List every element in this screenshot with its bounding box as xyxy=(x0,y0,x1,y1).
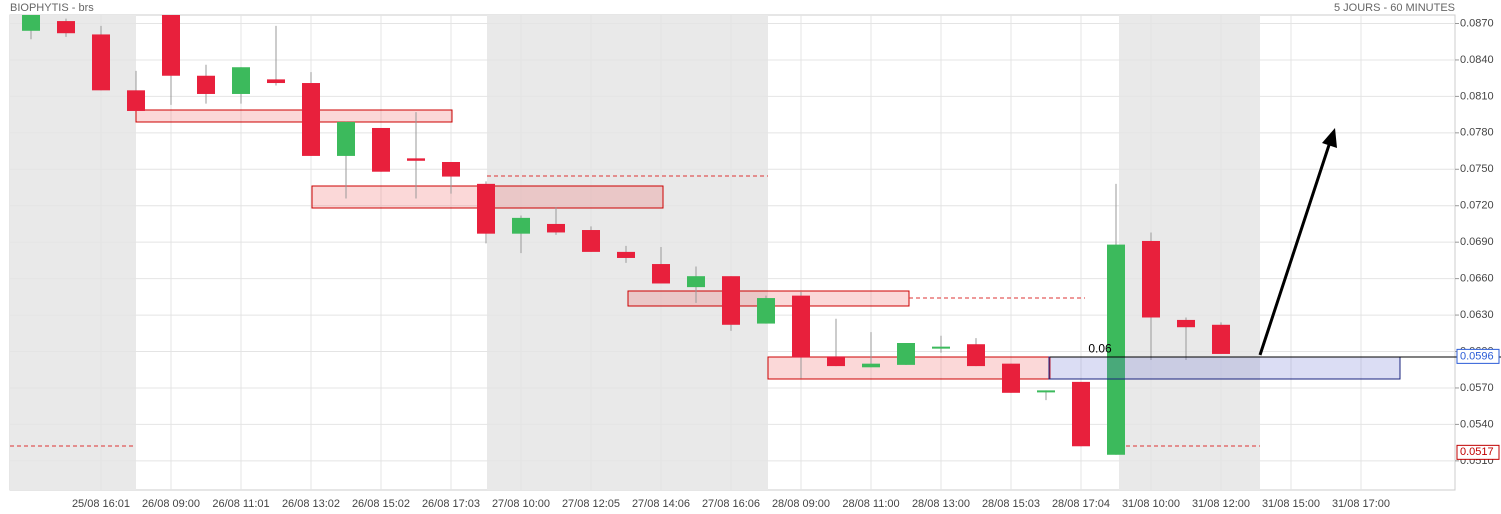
y-tick-label: 0.0660 xyxy=(1460,273,1494,285)
arrow-head xyxy=(1322,128,1337,148)
x-tick-label: 27/08 12:05 xyxy=(562,498,620,510)
x-tick-label: 28/08 13:00 xyxy=(912,498,970,510)
x-tick-label: 28/08 17:04 xyxy=(1052,498,1110,510)
x-tick-label: 31/08 10:00 xyxy=(1122,498,1180,510)
y-tick-label: 0.0540 xyxy=(1460,418,1494,430)
candle-body xyxy=(22,15,40,31)
candle-body xyxy=(1037,390,1055,393)
y-tick-label: 0.0840 xyxy=(1460,54,1494,66)
candle-body xyxy=(827,356,845,367)
candle-body xyxy=(1212,324,1230,354)
zone xyxy=(135,109,453,123)
price-label-box xyxy=(1456,348,1500,364)
candle-body xyxy=(722,276,740,325)
candle-body xyxy=(792,295,810,358)
candle-body xyxy=(757,298,775,324)
x-tick-label: 26/08 15:02 xyxy=(352,498,410,510)
grid xyxy=(10,15,1455,490)
candle-body xyxy=(407,158,425,161)
y-tick-label: 0.0870 xyxy=(1460,17,1494,29)
x-tick-label: 31/08 12:00 xyxy=(1192,498,1250,510)
price-label-box xyxy=(1456,444,1500,460)
x-tick-label: 28/08 09:00 xyxy=(772,498,830,510)
price-label: 0.0596 xyxy=(1460,350,1494,362)
candle-body xyxy=(967,344,985,367)
y-tick-label: 0.0810 xyxy=(1460,90,1494,102)
candle-body xyxy=(337,121,355,156)
candle-body xyxy=(687,276,705,288)
x-tick-label: 26/08 11:01 xyxy=(212,498,269,510)
candle-body xyxy=(932,346,950,349)
candle-body xyxy=(582,230,600,252)
candle-body xyxy=(302,83,320,156)
x-tick-label: 27/08 16:06 xyxy=(702,498,760,510)
x-tick-label: 27/08 10:00 xyxy=(492,498,550,510)
candle-body xyxy=(232,67,250,94)
candle-body xyxy=(1107,244,1125,455)
candle-body xyxy=(1072,381,1090,447)
candle-body xyxy=(477,183,495,234)
y-tick-label: 0.0690 xyxy=(1460,236,1494,248)
candle-body xyxy=(617,251,635,258)
price-label: 0.0517 xyxy=(1460,446,1494,458)
candle-body xyxy=(547,223,565,233)
candle-body xyxy=(1177,319,1195,328)
candle-body xyxy=(57,21,75,34)
arrow xyxy=(1258,141,1332,356)
candle-body xyxy=(1002,363,1020,393)
x-tick-label: 25/08 16:01 xyxy=(72,498,130,510)
candle-body xyxy=(92,34,110,91)
candle-body xyxy=(897,343,915,365)
candles xyxy=(22,15,1230,455)
shade xyxy=(10,15,136,490)
zone-blue xyxy=(1048,356,1401,380)
x-tick-label: 26/08 13:02 xyxy=(282,498,340,510)
candle-body xyxy=(127,90,145,111)
shade xyxy=(1119,15,1260,490)
candle-body xyxy=(162,15,180,76)
candle-body xyxy=(512,217,530,234)
chart-title: BIOPHYTIS - brs xyxy=(10,2,94,14)
candle-body xyxy=(442,161,460,177)
candle-body xyxy=(197,75,215,94)
annotation: 0.06 xyxy=(1088,342,1112,356)
x-tick-label: 28/08 11:00 xyxy=(842,498,899,510)
x-tick-label: 26/08 09:00 xyxy=(142,498,200,510)
candle-body xyxy=(862,363,880,368)
candle-body xyxy=(372,127,390,172)
y-tick-label: 0.0630 xyxy=(1460,309,1494,321)
x-tick-label: 26/08 17:03 xyxy=(422,498,480,510)
candle-body xyxy=(1142,240,1160,318)
y-tick-label: 0.0720 xyxy=(1460,200,1494,212)
session-shading xyxy=(10,15,1260,490)
y-tick-label: 0.0780 xyxy=(1460,127,1494,139)
x-tick-label: 31/08 17:00 xyxy=(1332,498,1390,510)
y-tick-label: 0.0570 xyxy=(1460,382,1494,394)
x-tick-label: 27/08 14:06 xyxy=(632,498,690,510)
candle-body xyxy=(267,79,285,84)
candle-body xyxy=(652,264,670,284)
x-tick-label: 31/08 15:00 xyxy=(1262,498,1320,510)
x-tick-label: 28/08 15:03 xyxy=(982,498,1040,510)
overlays xyxy=(1048,128,1501,380)
zones xyxy=(10,109,1260,447)
y-tick-label: 0.0750 xyxy=(1460,163,1494,175)
chart-subtitle: 5 JOURS - 60 MINUTES xyxy=(1334,2,1455,14)
